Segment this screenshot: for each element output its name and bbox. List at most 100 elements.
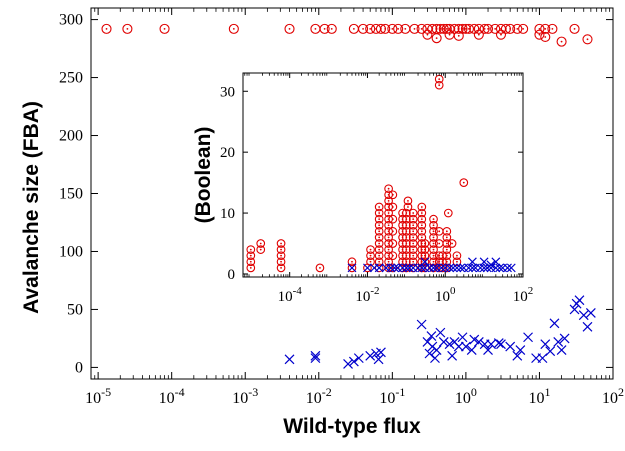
main-data-point-cross (569, 304, 580, 315)
inset-data-point-cross (495, 263, 505, 273)
main-x-tick-label: 10-5 (85, 385, 111, 407)
inset-data-point-circle (388, 226, 398, 236)
inset-data-point-circle (417, 214, 427, 224)
main-data-point-circle (444, 29, 455, 40)
main-data-point-circle (326, 23, 337, 34)
main-data-point-cross (493, 338, 504, 348)
inset-data-point-circle (429, 251, 438, 261)
inset-data-point-circle (420, 245, 430, 254)
inset-data-point-circle (388, 251, 398, 261)
main-data-point-cross (549, 318, 560, 329)
inset-data-point-circle (408, 239, 418, 248)
inset-y-axis-title: (Boolean) (192, 127, 215, 224)
main-data-point-cross (582, 321, 593, 332)
inset-data-point-circle (447, 239, 457, 248)
inset-data-point-circle (246, 245, 256, 254)
main-x-tick-label: 10-4 (159, 385, 185, 407)
inset-data-point-circle (374, 208, 384, 218)
inset-data-point-cross (420, 257, 430, 267)
main-data-point-cross (496, 339, 506, 350)
inset-data-point-circle (408, 251, 418, 261)
inset-data-point-circle (452, 251, 462, 261)
inset-data-point-circle (384, 196, 393, 206)
main-data-point-cross (460, 341, 471, 352)
main-data-point-circle (479, 23, 490, 34)
inset-data-point-circle (401, 245, 411, 254)
inset-data-point-circle (384, 233, 393, 242)
main-data-point-circle (540, 31, 551, 43)
main-data-point-cross (373, 354, 384, 365)
main-data-point-circle (101, 23, 112, 34)
main-data-point-cross (578, 310, 589, 321)
main-data-point-cross (438, 336, 449, 347)
inset-data-point-circle (384, 245, 393, 254)
inset-data-point-cross (464, 263, 474, 273)
inset-data-point-cross (429, 263, 438, 273)
main-data-point-circle (365, 23, 376, 34)
inset-data-point-cross (440, 263, 450, 273)
main-x-tick-label: 10-1 (379, 385, 405, 407)
main-series-circles (101, 23, 593, 47)
main-data-point-circle (518, 23, 529, 34)
main-data-point-circle (505, 23, 516, 34)
inset-data-point-cross (475, 263, 485, 273)
main-data-point-cross (430, 353, 440, 364)
inset-data-point-circle (374, 245, 384, 254)
main-data-point-cross (348, 356, 359, 367)
main-y-tick-label: 0 (75, 359, 83, 376)
inset-data-point-circle (429, 220, 438, 230)
main-data-point-circle (422, 29, 433, 40)
inset-data-point-circle (401, 233, 411, 242)
main-y-axis-title: Avalanche size (FBA) (20, 101, 43, 314)
main-data-point-circle (122, 23, 133, 34)
inset-data-point-circle (452, 257, 462, 267)
main-x-tick-label: 100 (455, 385, 477, 407)
main-y-tick-label: 150 (59, 186, 83, 203)
inset-data-point-cross (363, 263, 372, 273)
main-data-point-cross (416, 319, 427, 330)
main-data-point-cross (426, 331, 437, 342)
inset-data-point-circle (420, 251, 430, 261)
inset-data-point-circle (429, 233, 438, 242)
inset-y-tick-label: 0 (228, 267, 236, 283)
main-data-point-cross (553, 336, 564, 347)
main-data-point-cross (457, 332, 468, 343)
main-data-point-circle (490, 23, 501, 34)
inset-data-point-cross (467, 257, 477, 267)
inset-data-point-cross (374, 263, 384, 273)
inset-data-point-circle (388, 239, 398, 248)
main-x-tick-label: 101 (528, 385, 550, 407)
inset-data-point-circle (388, 202, 398, 212)
inset-data-point-cross (398, 263, 408, 273)
inset-data-point-circle (388, 263, 398, 273)
inset-data-point-circle (315, 263, 325, 273)
inset-data-point-circle (374, 226, 384, 236)
inset-data-point-cross (448, 263, 458, 273)
inset-data-point-cross (503, 263, 512, 273)
inset-x-tick-label: 10-2 (355, 285, 379, 305)
main-data-point-circle (582, 34, 593, 45)
main-data-point-circle (438, 23, 449, 34)
main-data-point-cross (466, 345, 477, 355)
main-data-point-cross (559, 333, 570, 344)
main-data-point-circle (310, 23, 321, 34)
inset-data-point-circle (246, 251, 256, 261)
inset-data-point-circle (246, 257, 256, 267)
inset-data-point-circle (246, 263, 256, 273)
main-data-point-cross (447, 350, 458, 361)
inset-data-point-circle (403, 196, 413, 206)
main-x-tick-label: 10-3 (232, 385, 258, 407)
inset-data-point-cross (404, 263, 414, 273)
inset-data-point-circle (408, 257, 418, 267)
main-data-point-circle (348, 23, 359, 34)
inset-data-point-cross (486, 260, 496, 270)
inset-data-point-cross (386, 263, 396, 273)
inset-data-point-cross (390, 263, 400, 273)
inset-data-point-cross (491, 257, 501, 267)
main-data-point-cross (310, 350, 321, 361)
inset-data-point-cross (479, 257, 489, 267)
inset-data-point-circle (256, 239, 266, 248)
main-data-point-cross (540, 339, 551, 350)
main-data-point-cross (444, 339, 455, 350)
